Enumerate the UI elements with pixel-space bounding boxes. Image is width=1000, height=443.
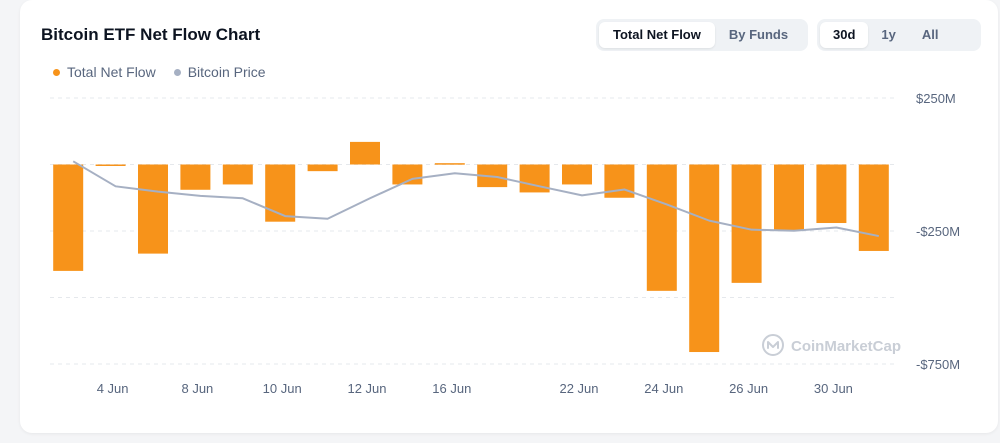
net-flow-bar	[562, 164, 592, 185]
chart-title: Bitcoin ETF Net Flow Chart	[41, 25, 261, 44]
x-tick-label: 12 Jun	[347, 381, 386, 396]
net-flow-bar	[604, 164, 635, 198]
y-tick-label: -$750M	[916, 357, 960, 372]
coinmarketcap-logo-icon	[762, 334, 784, 356]
net-flow-bar	[434, 163, 465, 165]
net-flow-bar	[180, 164, 211, 190]
x-tick-label: 22 Jun	[559, 381, 598, 396]
net-flow-bar	[731, 164, 762, 283]
range-all[interactable]: All	[921, 27, 939, 42]
net-flow-bar	[95, 164, 126, 166]
coinmarketcap-mark-icon	[767, 341, 779, 349]
x-tick-label: 8 Jun	[181, 381, 213, 396]
tab-total-net-flow[interactable]: Total Net Flow	[599, 22, 715, 48]
x-tick-label: 24 Jun	[644, 381, 683, 396]
watermark-text: CoinMarketCap	[791, 338, 901, 355]
net-flow-bar	[222, 164, 253, 185]
x-tick-label: 30 Jun	[814, 381, 853, 396]
net-flow-bar	[307, 164, 338, 172]
net-flow-bar	[265, 164, 296, 222]
net-flow-bar	[646, 164, 677, 291]
tab-by-funds[interactable]: By Funds	[728, 27, 789, 42]
net-flow-bar	[350, 141, 380, 165]
legend-item-net-flow[interactable]: Total Net Flow	[53, 64, 156, 80]
chart-legend: Total Net Flow Bitcoin Price	[53, 64, 266, 80]
x-tick-label: 4 Jun	[97, 381, 129, 396]
net-flow-bar	[138, 164, 168, 254]
net-flow-bar	[816, 164, 847, 224]
x-tick-label: 26 Jun	[729, 381, 768, 396]
legend-item-bitcoin-price[interactable]: Bitcoin Price	[173, 64, 266, 80]
view-toggle: Total Net Flow By Funds	[596, 19, 808, 51]
net-flow-dot-icon	[53, 68, 60, 76]
legend-label-net-flow: Total Net Flow	[67, 64, 156, 80]
net-flow-bar	[774, 164, 804, 231]
x-tick-label: 16 Jun	[432, 381, 471, 396]
legend-label-bitcoin-price: Bitcoin Price	[187, 64, 266, 80]
x-tick-label: 10 Jun	[263, 381, 302, 396]
bitcoin-price-dot-icon	[173, 68, 181, 76]
net-flow-bar	[53, 164, 84, 271]
y-tick-label: -$250M	[916, 224, 960, 239]
y-tick-label: $250M	[916, 91, 956, 106]
range-30d[interactable]: 30d	[820, 22, 869, 48]
range-toggle: 30d 1y All	[817, 19, 981, 51]
range-1y[interactable]: 1y	[881, 27, 896, 42]
net-flow-bar	[858, 164, 889, 251]
bitcoin-price-line	[72, 160, 879, 238]
net-flow-bar	[689, 164, 720, 353]
